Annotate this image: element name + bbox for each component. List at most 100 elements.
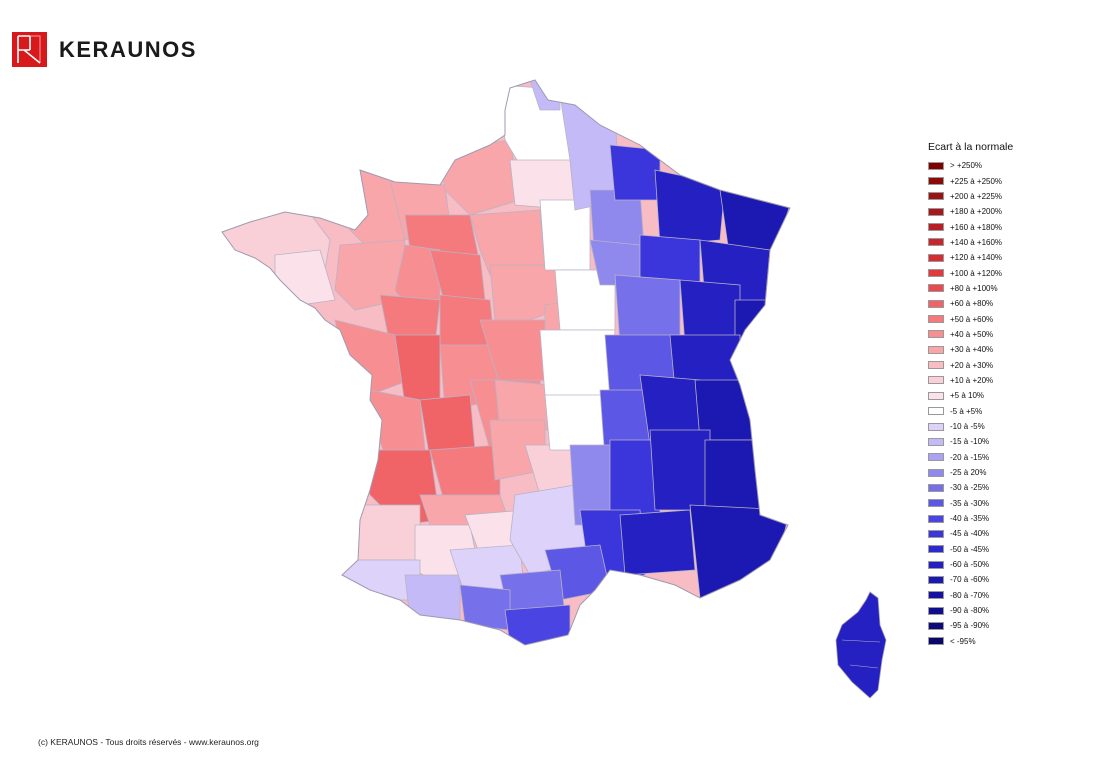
legend-label: -15 à -10% xyxy=(950,437,990,447)
legend-item: > +250% xyxy=(928,158,1013,173)
legend-swatch xyxy=(928,621,944,630)
legend-item: -10 à -5% xyxy=(928,419,1013,434)
legend-item: +40 à +50% xyxy=(928,327,1013,342)
legend-label: +80 à +100% xyxy=(950,283,998,293)
keraunos-logo-icon xyxy=(12,32,47,67)
legend-item: -20 à -15% xyxy=(928,450,1013,465)
legend-label: +180 à +200% xyxy=(950,207,1003,217)
map-legend: Ecart à la normale > +250% +225 à +250% +2… xyxy=(928,141,1013,649)
legend-swatch xyxy=(928,223,944,232)
legend-label: > +250% xyxy=(950,161,983,171)
legend-swatch xyxy=(928,345,944,354)
legend-swatch xyxy=(928,591,944,600)
legend-swatch xyxy=(928,253,944,262)
legend-swatch xyxy=(928,177,944,186)
legend-item: +160 à +180% xyxy=(928,219,1013,234)
legend-label: < -95% xyxy=(950,636,976,646)
legend-label: -95 à -90% xyxy=(950,621,990,631)
legend-item: -80 à -70% xyxy=(928,588,1013,603)
legend-swatch xyxy=(928,161,944,170)
legend-label: +225 à +250% xyxy=(950,176,1003,186)
legend-item: +30 à +40% xyxy=(928,342,1013,357)
legend-item: +60 à +80% xyxy=(928,296,1013,311)
legend-label: -40 à -35% xyxy=(950,514,990,524)
legend-label: -70 à -60% xyxy=(950,575,990,585)
legend-label: -20 à -15% xyxy=(950,452,990,462)
legend-label: -10 à -5% xyxy=(950,422,985,432)
legend-swatch xyxy=(928,361,944,370)
legend-swatch xyxy=(928,560,944,569)
legend-label: -30 à -25% xyxy=(950,483,990,493)
legend-item: -40 à -35% xyxy=(928,511,1013,526)
legend-label: +100 à +120% xyxy=(950,268,1003,278)
legend-label: +40 à +50% xyxy=(950,329,994,339)
legend-label: +10 à +20% xyxy=(950,375,994,385)
legend-label: +160 à +180% xyxy=(950,222,1003,232)
legend-item: +20 à +30% xyxy=(928,357,1013,372)
legend-swatch xyxy=(928,422,944,431)
legend-item: +200 à +225% xyxy=(928,189,1013,204)
legend-swatch xyxy=(928,483,944,492)
legend-label: +50 à +60% xyxy=(950,314,994,324)
legend-label: -35 à -30% xyxy=(950,498,990,508)
legend-item: -50 à -45% xyxy=(928,542,1013,557)
legend-item: -35 à -30% xyxy=(928,496,1013,511)
legend-label: -60 à -50% xyxy=(950,560,990,570)
legend-swatch xyxy=(928,545,944,554)
legend-item: -15 à -10% xyxy=(928,434,1013,449)
legend-swatch xyxy=(928,330,944,339)
brand-name: KERAUNOS xyxy=(59,36,197,62)
legend-label: +140 à +160% xyxy=(950,237,1003,247)
legend-title: Ecart à la normale xyxy=(928,141,1014,153)
legend-item: +80 à +100% xyxy=(928,281,1013,296)
legend-label: -90 à -80% xyxy=(950,606,990,616)
legend-item: -30 à -25% xyxy=(928,480,1013,495)
legend-swatch xyxy=(928,499,944,508)
legend-label: +60 à +80% xyxy=(950,299,994,309)
legend-item: -70 à -60% xyxy=(928,572,1013,587)
legend-label: +200 à +225% xyxy=(950,191,1003,201)
legend-swatch xyxy=(928,299,944,308)
legend-item: +120 à +140% xyxy=(928,250,1013,265)
legend-label: +5 à 10% xyxy=(950,391,985,401)
legend-swatch xyxy=(928,391,944,400)
legend-label: -50 à -45% xyxy=(950,544,990,554)
legend-swatch xyxy=(928,284,944,293)
legend-swatch xyxy=(928,207,944,216)
legend-swatch xyxy=(928,376,944,385)
legend-swatch xyxy=(928,437,944,446)
legend-swatch xyxy=(928,269,944,278)
legend-label: +30 à +40% xyxy=(950,345,994,355)
legend-swatch xyxy=(928,637,944,646)
legend-item: < -95% xyxy=(928,634,1013,649)
legend-swatch xyxy=(928,453,944,462)
legend-label: -25 à 20% xyxy=(950,468,987,478)
legend-label: -45 à -40% xyxy=(950,529,990,539)
legend-label: +20 à +30% xyxy=(950,360,994,370)
legend-item: +180 à +200% xyxy=(928,204,1013,219)
legend-swatch xyxy=(928,468,944,477)
legend-item: +50 à +60% xyxy=(928,311,1013,326)
legend-item: +225 à +250% xyxy=(928,173,1013,188)
legend-label: -80 à -70% xyxy=(950,590,990,600)
legend-item: -45 à -40% xyxy=(928,526,1013,541)
legend-item: -60 à -50% xyxy=(928,557,1013,572)
legend-item: +10 à +20% xyxy=(928,373,1013,388)
legend-swatch xyxy=(928,407,944,416)
legend-item: +140 à +160% xyxy=(928,235,1013,250)
brand-logo: KERAUNOS xyxy=(12,32,197,67)
legend-swatch xyxy=(928,606,944,615)
legend-swatch xyxy=(928,238,944,247)
copyright-footer: (c) KERAUNOS - Tous droits réservés - ww… xyxy=(38,737,259,747)
legend-label: -5 à +5% xyxy=(950,406,983,416)
legend-items: > +250% +225 à +250% +200 à +225% +180 à +2… xyxy=(928,158,1013,649)
legend-item: -95 à -90% xyxy=(928,618,1013,633)
legend-item: +5 à 10% xyxy=(928,388,1013,403)
legend-swatch xyxy=(928,514,944,523)
legend-swatch xyxy=(928,575,944,584)
legend-item: -5 à +5% xyxy=(928,404,1013,419)
legend-label: +120 à +140% xyxy=(950,253,1003,263)
legend-item: -25 à 20% xyxy=(928,465,1013,480)
legend-swatch xyxy=(928,192,944,201)
